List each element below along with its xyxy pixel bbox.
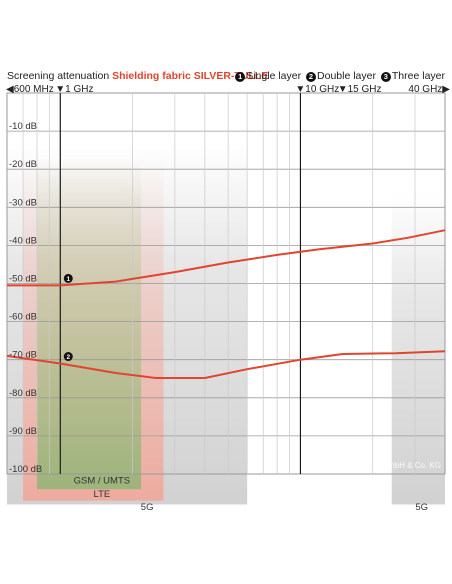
legend-marker-1: 1 <box>235 72 246 82</box>
y-tick-label: -100 dB <box>9 464 42 475</box>
series-marker-label-1: 1 <box>66 276 70 283</box>
band-label: GSM / UMTS <box>74 476 130 487</box>
legend-label-three: Three layer <box>391 70 445 82</box>
legend-label-single: Single layer <box>246 70 302 82</box>
band-label: 5G <box>141 502 154 513</box>
series-line-2 <box>6 350 446 379</box>
band-label: LTE <box>94 489 111 500</box>
frequency-marker-label: ▼1 GHz <box>55 84 93 95</box>
series-marker-2 <box>63 352 73 362</box>
legend-label-double: Double layer <box>317 70 376 82</box>
band-label: 5G <box>415 502 428 513</box>
frequency-marker-label: ▼15 GHz <box>338 84 382 95</box>
band-gsm-umts-3 <box>37 157 142 490</box>
band-5g-1 <box>391 192 445 505</box>
y-tick-label: -30 dB <box>9 197 37 208</box>
y-tick-label: -40 dB <box>9 235 37 246</box>
frequency-marker-label: ◀600 MHz <box>6 84 54 95</box>
legend-item-double: 2 Double layer <box>306 70 376 82</box>
chart-title-product: Shielding fabric SILVER-TULLE <box>112 70 269 82</box>
y-tick-label: -80 dB <box>9 388 37 399</box>
frequency-marker-label: ▼10 GHz <box>295 84 339 95</box>
chart-title-prefix: Screening attenuation <box>7 70 113 82</box>
legend-marker-3: 3 <box>380 72 391 82</box>
y-tick-label: -50 dB <box>9 274 37 285</box>
chart-title: Screening attenuation Shielding fabric S… <box>7 70 268 82</box>
series-marker-1 <box>63 273 73 283</box>
y-tick-label: -10 dB <box>9 121 37 132</box>
y-tick-label: -90 dB <box>9 426 37 437</box>
y-tick-label: -60 dB <box>9 312 37 323</box>
legend-marker-2: 2 <box>306 72 317 82</box>
series-marker-label-2: 2 <box>66 354 70 361</box>
legend-item-three: 3 Three layer <box>380 70 445 82</box>
legend-item-single: 1 Single layer <box>235 70 301 82</box>
frequency-marker-label: 40 GHz▶ <box>408 84 450 95</box>
watermark: © YSHIELD GmbH & Co. KG <box>337 461 441 470</box>
series-line-1 <box>7 229 446 287</box>
y-tick-label: -20 dB <box>9 159 37 170</box>
y-tick-label: -70 dB <box>9 350 37 361</box>
chart-legend: 1 Single layer 2 Double layer 3 Three layer <box>233 70 445 82</box>
